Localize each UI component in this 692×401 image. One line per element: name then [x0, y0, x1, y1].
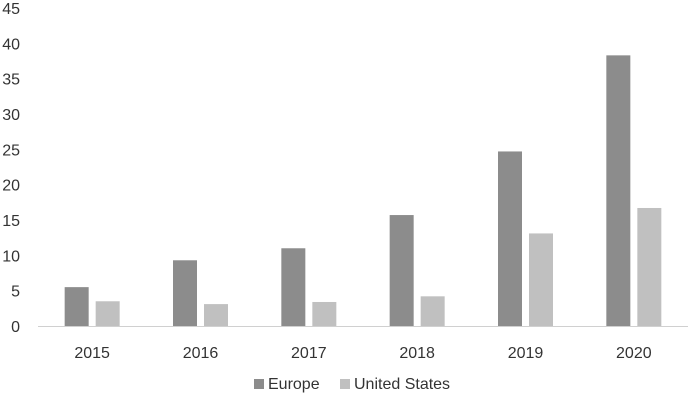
legend-label-europe: Europe: [268, 376, 320, 393]
bar-united-states-2019: [529, 233, 553, 326]
y-tick-label: 40: [2, 36, 20, 53]
x-tick-label: 2020: [616, 345, 652, 362]
bar-europe-2019: [498, 151, 522, 326]
y-tick-label: 15: [2, 213, 20, 230]
legend-swatch-europe: [254, 379, 264, 389]
x-tick-label: 2015: [74, 345, 110, 362]
y-tick-label: 0: [11, 319, 20, 336]
y-tick-label: 35: [2, 72, 20, 89]
legend-swatch-united-states: [340, 379, 350, 389]
y-tick-label: 10: [2, 248, 20, 265]
bar-europe-2017: [281, 248, 306, 326]
bar-europe-2015: [64, 287, 89, 326]
bar-europe-2020: [606, 55, 631, 326]
bar-united-states-2017: [312, 301, 337, 326]
x-tick-label: 2017: [291, 345, 327, 362]
y-tick-label: 30: [2, 107, 20, 124]
x-tick-label: 2019: [508, 345, 544, 362]
bar-united-states-2016: [204, 304, 228, 326]
bar-united-states-2015: [95, 301, 120, 326]
x-tick-label: 2016: [183, 345, 219, 362]
x-tick-label: 2018: [399, 345, 435, 362]
y-tick-label: 25: [2, 142, 20, 159]
bar-united-states-2020: [637, 207, 662, 326]
legend-label-united-states: United States: [354, 376, 450, 393]
x-axis-ticks: 2015 2016 2017 2018 2019 2020: [74, 345, 651, 362]
y-tick-label: 20: [2, 178, 20, 195]
bars: [64, 55, 662, 326]
bar-europe-2016: [173, 260, 197, 326]
y-tick-label: 45: [2, 1, 20, 18]
y-tick-label: 5: [11, 284, 20, 301]
legend: Europe United States: [254, 376, 450, 393]
bar-europe-2018: [389, 215, 414, 326]
bar-united-states-2018: [420, 296, 445, 326]
y-axis-ticks: 0 5 10 15 20 25 30 35 40 45: [2, 1, 20, 336]
